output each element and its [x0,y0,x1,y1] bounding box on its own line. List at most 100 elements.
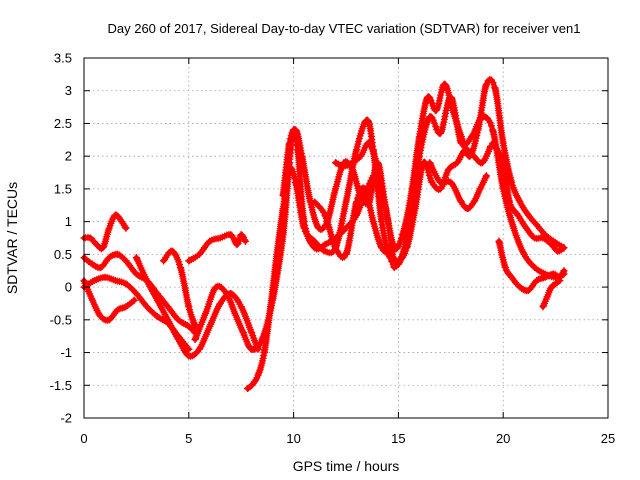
data-point [176,263,184,271]
series-track-14 [489,139,568,255]
data-point [457,198,465,206]
data-point [516,283,524,291]
data-point [365,139,373,147]
data-point [254,371,262,379]
data-point [153,296,161,304]
data-point [531,263,539,271]
data-point [550,270,558,278]
data-point [160,257,168,265]
data-point [505,198,513,206]
data-point [174,316,182,324]
data-point [470,198,478,206]
y-tick-label: 0 [65,280,72,295]
data-point [292,126,300,134]
data-point [340,162,348,170]
series-track-13 [426,159,490,213]
data-point [447,178,455,186]
y-tick-label: 1 [65,214,72,229]
data-point [237,303,245,311]
y-tick-label: 2.5 [54,116,72,131]
data-point [279,205,287,213]
data-point [547,241,555,249]
data-point [501,263,509,271]
data-point [357,152,365,160]
x-tick-label: 0 [80,431,87,446]
y-tick-label: 0.5 [54,247,72,262]
data-point [508,273,516,281]
series-track-11 [311,142,495,265]
data-point [533,277,541,285]
data-point [560,244,568,252]
data-point [445,165,453,173]
data-point [248,329,256,337]
data-point [260,349,268,357]
data-point [248,381,256,389]
data-point [449,106,457,114]
data-point [195,250,203,258]
data-point [97,263,105,271]
data-point [352,146,360,154]
data-point [332,159,340,167]
data-point [111,277,119,285]
data-point [426,159,434,167]
data-point [522,224,530,232]
data-point [227,231,235,239]
data-point [298,152,306,160]
data-point [424,93,432,101]
data-layer [80,75,568,393]
data-point [539,303,547,311]
data-point [524,286,532,294]
data-point [101,273,109,281]
data-point [174,335,182,343]
data-point [111,211,119,219]
data-point [436,185,444,193]
data-point [164,316,172,324]
plot-frame [83,57,609,419]
data-point [114,250,122,258]
data-point [321,211,329,219]
data-point [436,129,444,137]
y-tick-label: -1.5 [50,378,72,393]
series-track-12 [332,139,381,170]
data-point [143,303,151,311]
data-point [185,352,193,360]
data-point [554,247,562,255]
data-point [556,277,564,285]
data-point [132,290,140,298]
data-point [239,329,247,337]
data-point [273,250,281,258]
data-point [216,299,224,307]
data-point [552,280,560,288]
data-point [373,162,381,170]
data-point [279,191,287,199]
data-point [453,159,461,167]
series-track-15 [495,237,568,295]
data-point [243,385,251,393]
data-point [411,205,419,213]
data-point [342,198,350,206]
data-point [386,250,394,258]
data-point [164,303,172,311]
data-point [122,303,130,311]
data-point [332,185,340,193]
data-point [88,296,96,304]
data-point [315,224,323,232]
data-point [382,205,390,213]
data-point [436,178,444,186]
x-tick-labels: 0 5 10 15 20 25 [80,431,615,446]
data-point [378,244,386,252]
y-tick-label: -1 [60,345,72,360]
data-point [491,83,499,91]
data-point [132,270,140,278]
data-point [105,316,113,324]
y-axis-label: SDTVAR / TECUs [4,182,20,294]
data-point [361,185,369,193]
data-point [390,244,398,252]
data-point [441,80,449,88]
data-point [403,244,411,252]
data-point [369,218,377,226]
data-point [482,172,490,180]
x-tick-label: 10 [286,431,300,446]
data-point [524,211,532,219]
data-point [130,296,138,304]
